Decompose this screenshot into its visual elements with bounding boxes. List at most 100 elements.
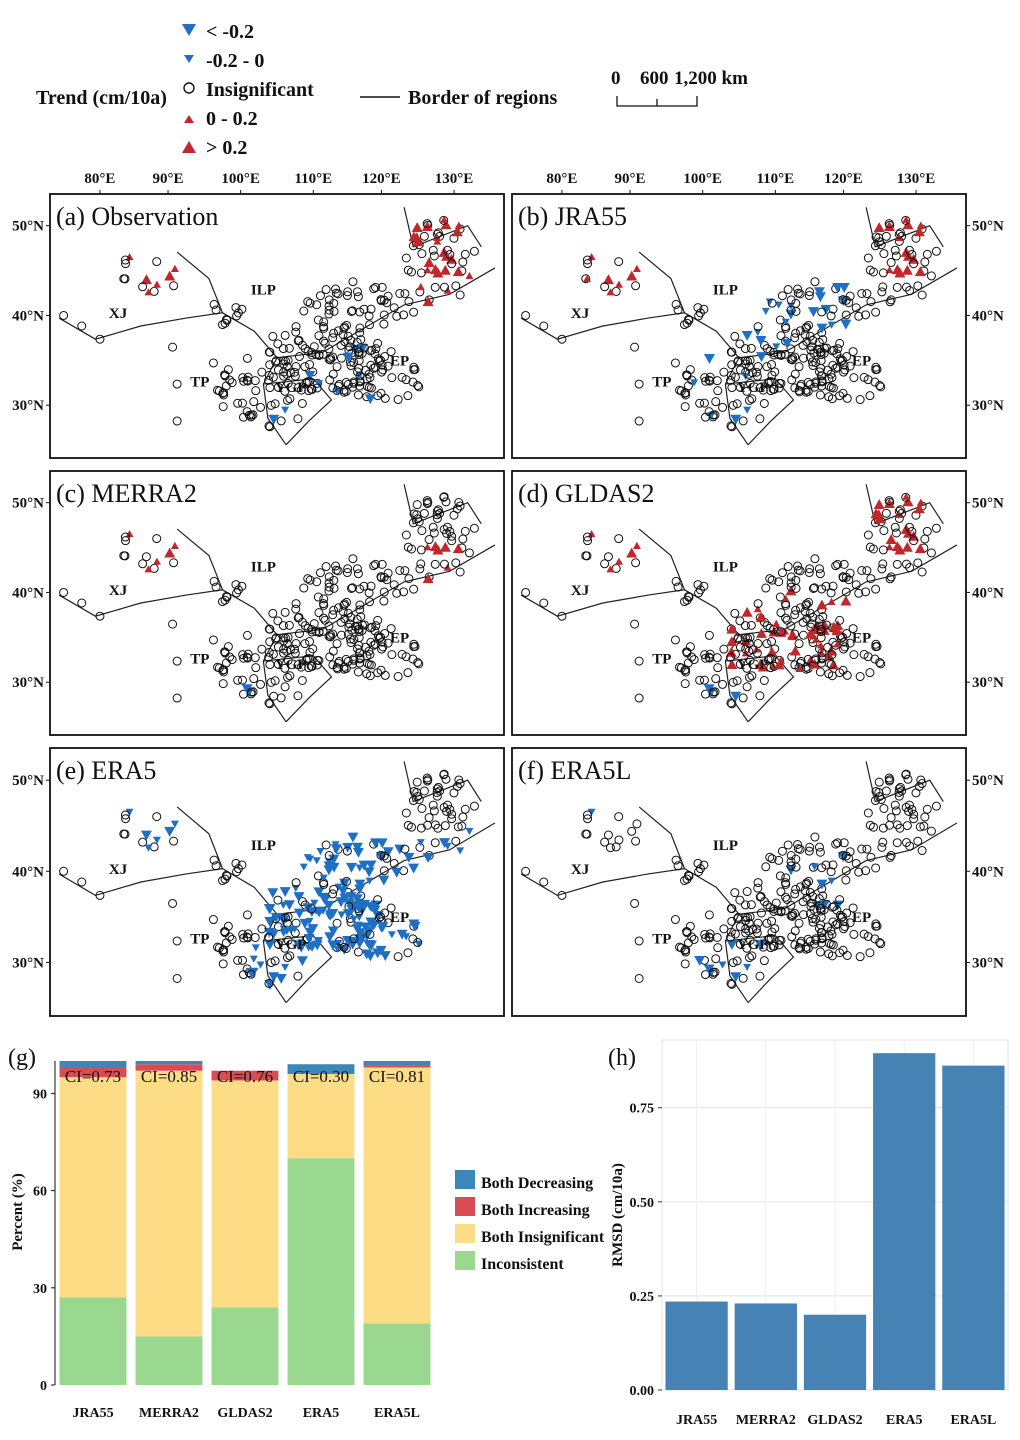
station-insignificant [77,321,87,331]
station-insignificant [704,932,714,942]
station-insignificant [376,572,386,582]
station-decrease [743,406,752,414]
station-insignificant [909,809,919,819]
station-insignificant [814,894,824,904]
station-insignificant [393,395,403,405]
station-insignificant [333,603,343,613]
station-insignificant [373,615,383,625]
station-insignificant [733,633,743,643]
bar-segment-both-insignificant [135,1070,203,1337]
station-decrease [391,867,403,878]
station-insignificant [447,536,457,546]
region-border [638,806,686,869]
lat-tick-label: 50°N [12,773,44,789]
station-insignificant [583,259,593,269]
station-decrease [293,908,305,919]
region-label-ep: EP [390,631,409,647]
station-decrease [323,900,335,911]
station-insignificant [366,581,376,591]
station-insignificant [755,414,765,424]
station-insignificant [367,622,377,632]
station-insignificant [348,277,358,287]
station-increase [787,632,796,640]
station-insignificant [805,909,815,919]
station-insignificant [469,523,479,533]
station-insignificant [759,340,769,350]
station-decrease [277,913,289,923]
station-insignificant [342,876,352,886]
station-insignificant [389,303,399,313]
station-insignificant [901,559,911,569]
station-insignificant [273,659,283,669]
station-insignificant [728,677,738,687]
station-insignificant [745,935,755,945]
station-insignificant [868,822,878,832]
station-insignificant [324,572,334,582]
station-insignificant [382,575,392,585]
map-frame [511,747,967,1017]
station-insignificant [268,608,278,618]
station-insignificant [451,558,461,568]
station-insignificant [464,548,474,558]
map-panel-obs: XJ TP ILP YGP EP (a) Observation 50°N 40°N 30°N 8… [12,171,505,459]
station-insignificant [835,615,845,625]
station-insignificant [766,654,776,664]
station-insignificant [742,943,752,953]
station-insignificant [683,870,693,880]
station-insignificant [892,559,902,569]
station-insignificant [777,568,787,578]
station-insignificant [458,812,468,822]
station-insignificant [931,801,941,811]
station-insignificant [753,883,763,893]
station-insignificant [829,345,839,355]
station-insignificant [218,402,228,412]
station-insignificant [280,943,290,953]
station-insignificant [777,846,787,856]
station-insignificant [307,904,317,914]
station-insignificant [901,838,911,848]
station-insignificant [871,307,881,317]
station-insignificant [814,614,824,624]
station-insignificant [791,884,801,894]
station-insignificant [445,527,455,537]
station-insignificant [817,933,827,943]
station-insignificant [324,295,334,305]
station-insignificant [432,787,442,797]
station-insignificant [458,257,468,267]
station-insignificant [774,383,784,393]
station-insignificant [213,662,223,672]
station-insignificant [746,620,756,630]
station-insignificant [804,597,814,607]
station-insignificant [838,388,848,398]
station-insignificant [774,577,784,587]
station-insignificant [804,291,814,301]
lat-tick-label: 40°N [972,864,1004,880]
station-insignificant [270,676,280,686]
station-insignificant [291,878,301,888]
station-insignificant [634,416,644,426]
station-insignificant [827,394,837,404]
station-decrease [355,914,364,922]
station-insignificant [827,650,837,660]
station-insignificant [392,588,402,598]
station-insignificant [844,298,854,308]
station-decrease [152,836,161,844]
station-insignificant [297,675,307,685]
station-decrease [313,906,325,917]
station-insignificant [256,679,266,689]
station-insignificant [781,600,791,610]
station-insignificant [209,576,219,586]
chart-g: (g) Percent (%) 0 30 60 90 JRA55 MERRA2 GLDAS… [8,1045,605,1421]
bar-segment-inconsistent [59,1297,127,1385]
station-insignificant [452,781,462,791]
station-insignificant [581,274,591,284]
station-increase [894,544,906,555]
station-insignificant [442,522,452,532]
station-insignificant [365,650,375,660]
station-insignificant [352,614,362,624]
station-insignificant [582,255,592,265]
station-insignificant [694,311,704,321]
station-insignificant [863,253,873,263]
map-panel-gldas: XJ TP ILP YGP EP (d) GLDAS2 50°N 40°N 30°N [511,470,1004,736]
station-insignificant [152,812,162,822]
